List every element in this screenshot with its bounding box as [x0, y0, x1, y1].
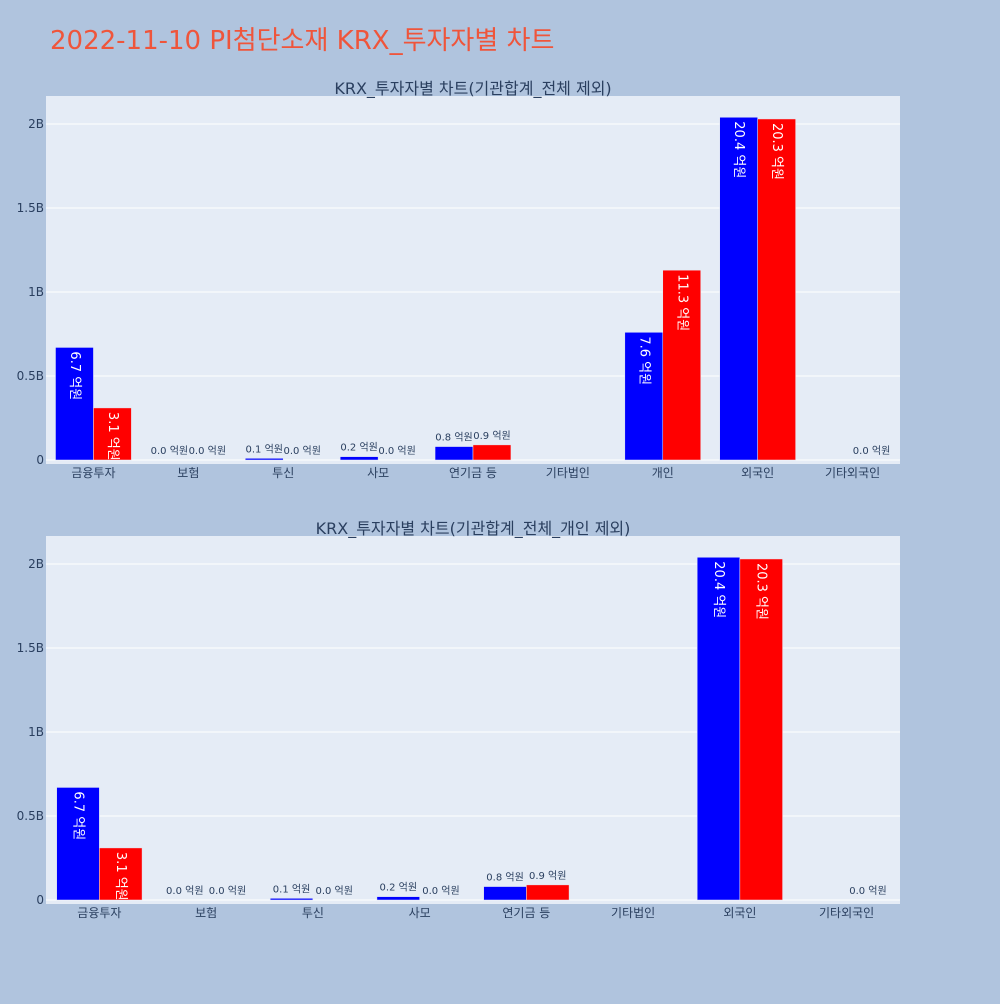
bar [624, 332, 664, 461]
bar [662, 269, 701, 461]
bar-data-label: 0.0 억원 [853, 445, 890, 457]
chart-title: KRX_투자자별 차트(기관합계_전체 제외) [334, 79, 611, 99]
bar-data-label: 0.1 억원 [273, 883, 310, 895]
bar [472, 444, 512, 461]
bar [757, 118, 796, 461]
bar [376, 896, 420, 901]
y-tick-label: 0 [36, 453, 44, 467]
y-tick-label: 0.5B [17, 369, 44, 383]
y-tick-labels: 0 0.5B 1B 1.5B 2B [17, 557, 44, 907]
page-title: 2022-11-10 PI첨단소재 KRX_투자자별 차트 [50, 26, 554, 56]
bar-data-label: 0.8 억원 [435, 432, 472, 444]
y-tick-labels: 0 0.5B 1B 1.5B 2B [17, 117, 44, 467]
bar-data-label: 0.9 억원 [473, 430, 510, 442]
bar-data-label: 0.0 억원 [283, 445, 320, 457]
bar [339, 456, 379, 461]
x-tick-label: 기타외국인 [825, 466, 880, 480]
x-tick-label: 보험 [177, 466, 199, 480]
bar [93, 407, 132, 461]
bar-data-label: 0.2 억원 [380, 882, 417, 894]
bar [269, 898, 314, 901]
chart-panel-1: 6.7 억원3.1 억원 0.0 억원 0.0 억원 0.1 억원 0.0 억원 0.2 … [17, 79, 900, 480]
bars: 6.7 억원3.1 억원 0.0 억원 0.0 억원 0.1 억원 0.0 억원 0.2 … [55, 117, 890, 461]
bar-data-label: 0.0 억원 [166, 885, 203, 897]
bar-data-label: 20.3 억원 [754, 563, 769, 620]
y-tick-label: 0.5B [17, 809, 44, 823]
bar-data-label: 20.3 억원 [769, 123, 784, 180]
y-tick-label: 1B [28, 725, 44, 739]
bar-data-label: 0.0 억원 [315, 885, 352, 897]
bar [696, 557, 741, 901]
x-tick-labels: 금융투자 보험 투신 사모 연기금 등 기타법인 개인 외국인 기타외국인 [71, 466, 880, 480]
x-tick-label: 기타법인 [546, 466, 590, 480]
x-tick-label: 사모 [409, 906, 431, 920]
x-tick-label: 기타외국인 [819, 906, 874, 920]
bar-data-label: 0.0 억원 [849, 885, 886, 897]
x-tick-label: 투신 [302, 906, 324, 920]
y-tick-label: 1B [28, 285, 44, 299]
x-tick-label: 금융투자 [71, 466, 115, 480]
bar-data-label: 20.4 억원 [711, 561, 726, 618]
x-tick-label: 기타법인 [611, 906, 655, 920]
bar-data-label: 0.0 억원 [378, 445, 415, 457]
chart-title: KRX_투자자별 차트(기관합계_전체_개인 제외) [316, 519, 631, 539]
bars: 6.7 억원 3.1 억원 0.0 억원 0.0 억원 0.1 억원 0.0 억원 0.2 … [56, 557, 887, 901]
x-tick-label: 외국인 [741, 466, 774, 480]
bar-data-label: 3.1 억원 [113, 852, 128, 901]
x-tick-label: 투신 [272, 466, 294, 480]
bar [434, 446, 474, 461]
x-tick-label: 금융투자 [77, 906, 121, 920]
bar-data-label: 6.7 억원 [71, 791, 86, 840]
bar-data-label: 0.0 억원 [189, 445, 226, 457]
x-tick-labels: 금융투자 보험 투신 사모 연기금 등 기타법인 외국인 기타외국인 [77, 906, 874, 920]
y-tick-label: 1.5B [17, 641, 44, 655]
x-tick-label: 보험 [195, 906, 217, 920]
bar [526, 884, 570, 901]
x-tick-label: 연기금 등 [449, 466, 497, 480]
bar-data-label: 6.7 억원 [67, 351, 82, 400]
bar-data-label: 7.6 억원 [636, 336, 651, 385]
chart-panel-2: 6.7 억원 3.1 억원 0.0 억원 0.0 억원 0.1 억원 0.0 억원 0.2 … [17, 519, 900, 920]
bar-data-label: 0.2 억원 [340, 442, 377, 454]
bar [739, 558, 783, 901]
bar [719, 117, 758, 461]
y-tick-label: 2B [28, 117, 44, 131]
x-tick-label: 사모 [367, 466, 389, 480]
bar-data-label: 0.0 억원 [422, 885, 459, 897]
bar-data-label: 0.0 억원 [209, 885, 246, 897]
bar [99, 847, 143, 901]
bar-data-label: 0.1 억원 [246, 443, 283, 455]
x-tick-label: 외국인 [723, 906, 756, 920]
bar-data-label: 0.0 억원 [151, 445, 188, 457]
bar [55, 347, 94, 461]
bar-data-label: 20.4 억원 [731, 121, 746, 178]
y-tick-label: 1.5B [17, 201, 44, 215]
bar [245, 458, 284, 461]
bar [483, 886, 527, 901]
bar [56, 787, 100, 901]
bar-data-label: 0.8 억원 [486, 872, 523, 884]
bar-data-label: 0.9 억원 [529, 870, 566, 882]
y-tick-label: 0 [36, 893, 44, 907]
x-tick-label: 개인 [652, 466, 674, 480]
y-tick-label: 2B [28, 557, 44, 571]
x-tick-label: 연기금 등 [502, 906, 550, 920]
bar-data-label: 3.1 억원 [105, 412, 120, 461]
bar-data-label: 11.3 억원 [674, 274, 689, 331]
